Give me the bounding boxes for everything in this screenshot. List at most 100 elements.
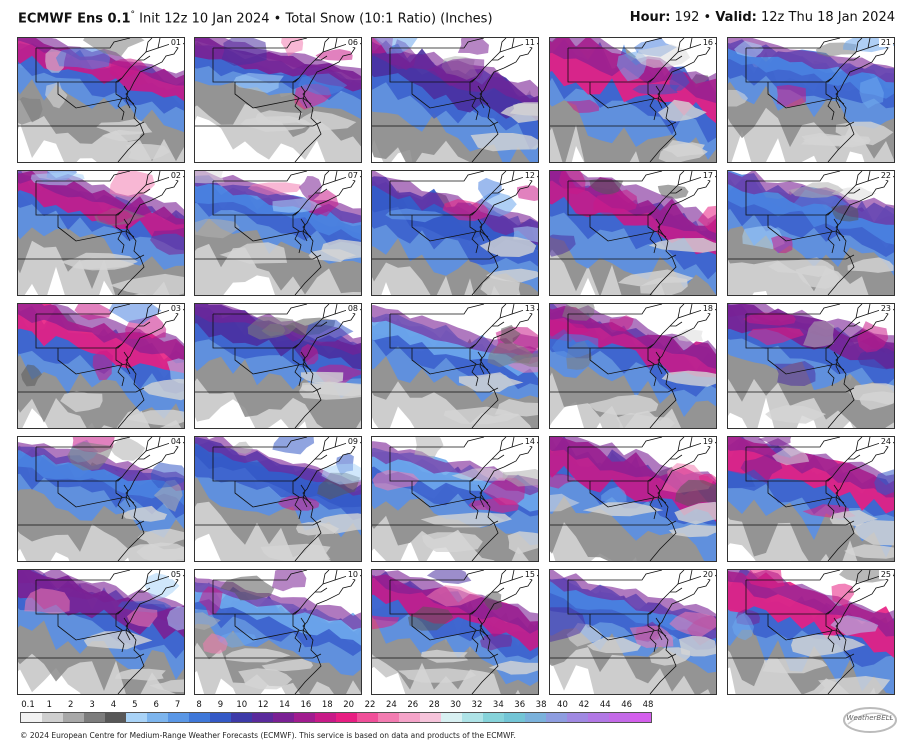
legend-tick-label: 40 bbox=[557, 700, 568, 710]
legend-color-swatch bbox=[105, 713, 126, 722]
snow-map bbox=[18, 304, 184, 428]
ensemble-member-panel: 01 bbox=[17, 37, 185, 163]
ensemble-member-panel: 11 bbox=[371, 37, 539, 163]
legend-color-swatch bbox=[294, 713, 315, 722]
legend-tick-label: 18 bbox=[321, 700, 333, 710]
legend-color-swatch bbox=[588, 713, 609, 722]
member-number-label: 16 bbox=[700, 38, 715, 47]
legend-tick-label: 2 bbox=[68, 700, 74, 710]
legend-color-swatch bbox=[168, 713, 189, 722]
ensemble-member-panel: 15 bbox=[371, 569, 539, 695]
legend-color-swatch bbox=[441, 713, 462, 722]
legend-color-swatch bbox=[126, 713, 147, 722]
ensemble-member-panel: 13 bbox=[371, 303, 539, 429]
title-separator: • bbox=[273, 11, 282, 27]
ensemble-member-panel: 04 bbox=[17, 436, 185, 562]
legend-color-swatch bbox=[252, 713, 273, 722]
legend-tick-label: 3 bbox=[89, 700, 95, 710]
snow-map bbox=[372, 171, 538, 295]
legend-color-swatch bbox=[315, 713, 336, 722]
ensemble-member-panel: 20 bbox=[549, 569, 717, 695]
legend-color-swatch bbox=[567, 713, 588, 722]
ensemble-member-panel: 17 bbox=[549, 170, 717, 296]
member-number-label: 24 bbox=[878, 437, 893, 446]
hour-value: 192 bbox=[674, 10, 700, 25]
member-number-label: 22 bbox=[878, 171, 893, 180]
legend-tick-label: 34 bbox=[492, 700, 504, 710]
legend-tick-label: 6 bbox=[153, 700, 159, 710]
member-number-label: 01 bbox=[168, 38, 183, 47]
snow-map bbox=[195, 38, 361, 162]
legend-color-swatch bbox=[483, 713, 504, 722]
legend-tick-label: 7 bbox=[174, 700, 181, 710]
member-number-label: 11 bbox=[522, 38, 537, 47]
legend-tick-label: 48 bbox=[642, 700, 654, 710]
legend-tick-label: 12 bbox=[257, 700, 269, 710]
map-title: ECMWF Ens 0.1° Init 12z 10 Jan 2024 • To… bbox=[18, 10, 493, 26]
color-scale-legend: 0.1 1 2 3 4 5 6 7 8 9 10 12 14 16 18 20 22 24 26 28 30 32 34 36… bbox=[20, 700, 654, 726]
ensemble-member-panel: 24 bbox=[727, 436, 895, 562]
ensemble-member-panel: 12 bbox=[371, 170, 539, 296]
legend-color-swatch bbox=[189, 713, 210, 722]
legend-color-swatch bbox=[609, 713, 630, 722]
snow-map bbox=[195, 171, 361, 295]
legend-tick-label: 26 bbox=[407, 700, 419, 710]
member-number-label: 23 bbox=[878, 304, 893, 313]
legend-tick-label: 9 bbox=[217, 700, 224, 710]
legend-color-swatch bbox=[399, 713, 420, 722]
member-number-label: 04 bbox=[168, 437, 183, 446]
legend-tick-label: 44 bbox=[599, 700, 611, 710]
member-number-label: 25 bbox=[878, 570, 893, 579]
legend-tick-label: 20 bbox=[343, 700, 355, 710]
snow-map bbox=[195, 304, 361, 428]
ensemble-member-panel: 22 bbox=[727, 170, 895, 296]
ensemble-member-panel: 05 bbox=[17, 569, 185, 695]
legend-tick-label: 14 bbox=[279, 700, 290, 710]
member-number-label: 03 bbox=[168, 304, 183, 313]
snow-map bbox=[195, 437, 361, 561]
hour-label: Hour: bbox=[629, 10, 671, 25]
ensemble-member-panel: 16 bbox=[549, 37, 717, 163]
member-number-label: 14 bbox=[522, 437, 537, 446]
valid-info: Hour: 192 • Valid: 12z Thu 18 Jan 2024 bbox=[630, 10, 895, 25]
legend-color-swatch bbox=[42, 713, 63, 722]
snow-map bbox=[550, 570, 716, 694]
legend-color-swatch bbox=[504, 713, 525, 722]
snow-map bbox=[372, 304, 538, 428]
member-number-label: 07 bbox=[345, 171, 360, 180]
ensemble-member-panel: 08 bbox=[194, 303, 362, 429]
header: ECMWF Ens 0.1° Init 12z 10 Jan 2024 • To… bbox=[0, 0, 913, 36]
snow-map bbox=[372, 570, 538, 694]
member-number-label: 08 bbox=[345, 304, 360, 313]
snow-map bbox=[372, 437, 538, 561]
product-name: Total Snow (10:1 Ratio) (Inches) bbox=[285, 11, 493, 27]
legend-tick-label: 30 bbox=[450, 700, 461, 710]
legend-color-swatch bbox=[378, 713, 399, 722]
ensemble-member-grid: 01 06 11 16 21 02 07 12 17 22 03 08 13 18 23 04 09 14 19 24… bbox=[17, 37, 895, 695]
legend-color-swatch bbox=[210, 713, 231, 722]
legend-tick-label: 28 bbox=[428, 700, 440, 710]
snow-map bbox=[550, 304, 716, 428]
snow-map bbox=[18, 570, 184, 694]
snow-map bbox=[18, 171, 184, 295]
legend-tick-label: 5 bbox=[132, 700, 138, 710]
member-number-label: 17 bbox=[700, 171, 715, 180]
member-number-label: 10 bbox=[345, 570, 360, 579]
snow-map bbox=[728, 570, 894, 694]
logo-icon bbox=[843, 707, 897, 733]
member-number-label: 02 bbox=[168, 171, 183, 180]
valid-value: 12z Thu 18 Jan 2024 bbox=[761, 10, 895, 25]
legend-tick-label: 22 bbox=[364, 700, 376, 710]
legend-color-swatch bbox=[546, 713, 567, 722]
ensemble-member-panel: 19 bbox=[549, 436, 717, 562]
model-name: ECMWF Ens 0.1 bbox=[18, 11, 131, 27]
member-number-label: 15 bbox=[522, 570, 537, 579]
ensemble-member-panel: 03 bbox=[17, 303, 185, 429]
weatherbell-logo: WeatherBELL bbox=[838, 700, 902, 740]
degree-symbol: ° bbox=[130, 10, 136, 20]
legend-color-swatch bbox=[630, 713, 651, 722]
snow-map bbox=[728, 171, 894, 295]
legend-tick-label: 32 bbox=[471, 700, 483, 710]
snow-map bbox=[728, 304, 894, 428]
legend-tick-label: 36 bbox=[514, 700, 526, 710]
